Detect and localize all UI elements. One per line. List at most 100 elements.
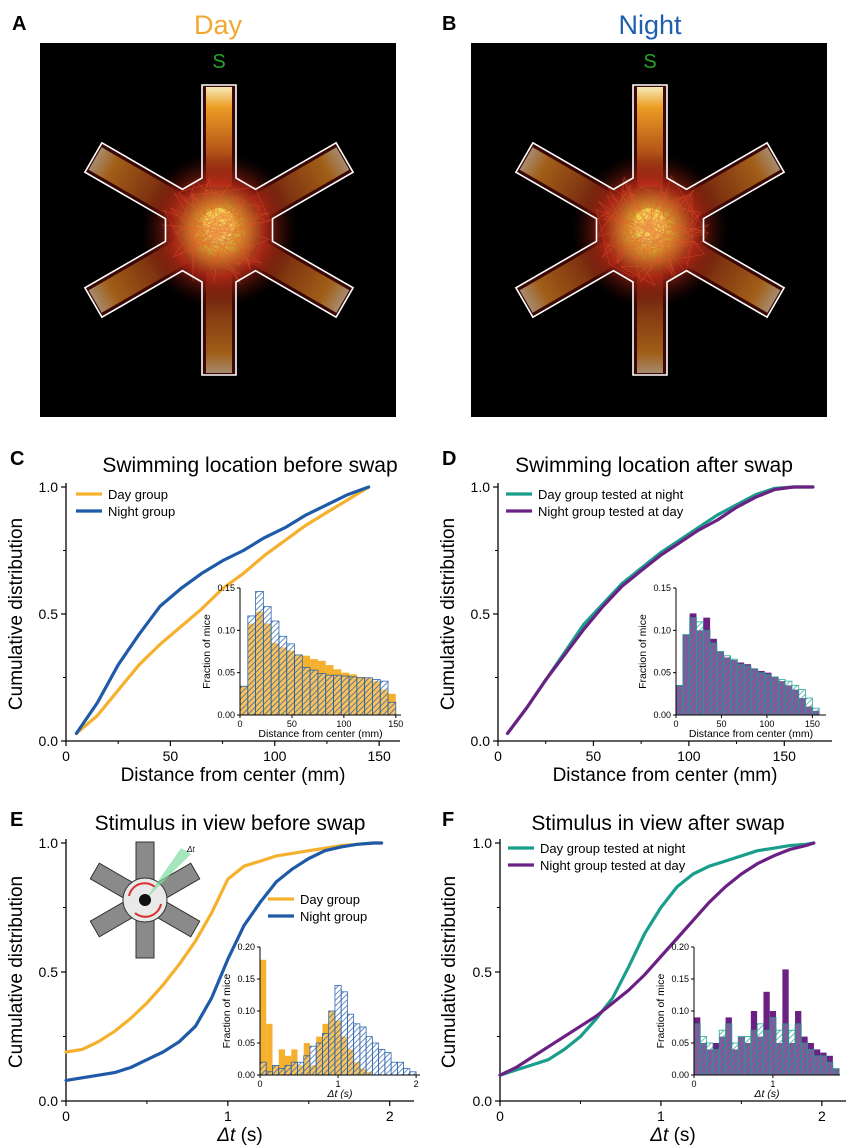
x-tick-label: 0 <box>494 748 502 764</box>
histogram-bar <box>791 684 800 716</box>
inset-x-tick-label: 50 <box>287 719 297 729</box>
histogram-bar <box>270 620 280 716</box>
inset-histogram: 0 50 100 150 0.00 0.05 0.10 0.15 Distance from c… <box>637 583 826 740</box>
x-tick-label: 2 <box>386 1108 394 1124</box>
x-axis-label-symbol: Δt <box>216 1125 236 1145</box>
histogram-bar <box>353 1023 361 1076</box>
x-tick-label: 2 <box>818 1108 826 1124</box>
histogram-bar <box>297 1061 305 1076</box>
histogram-bar <box>278 1068 286 1076</box>
histogram-bar <box>384 1052 392 1076</box>
inset-y-label: Fraction of mice <box>201 614 213 689</box>
panel-letter: E <box>10 809 23 831</box>
panel-a-title: Day <box>194 10 243 40</box>
inset-x-tick-label: 150 <box>805 719 820 729</box>
x-tick-label: 50 <box>163 748 179 764</box>
histogram-bar <box>781 1023 790 1076</box>
histogram-bar <box>771 676 779 716</box>
histogram-bar <box>387 701 397 716</box>
inset-y-label: Fraction of mice <box>637 614 649 689</box>
histogram-bar <box>750 1029 758 1076</box>
histogram-bar <box>805 697 813 716</box>
histogram-bar <box>272 1065 280 1076</box>
panel-letter: C <box>10 448 24 470</box>
histogram-bar <box>325 674 334 716</box>
panel-a: A Day S <box>12 10 396 417</box>
histogram-bar <box>702 629 711 716</box>
inset-x-label-unit: (s) <box>764 1088 779 1100</box>
inset-x-tick-label: 50 <box>716 719 726 729</box>
inset-y-tick-label: 0.05 <box>237 1038 255 1048</box>
histogram-bar <box>675 684 684 716</box>
histogram-bar <box>348 676 358 716</box>
y-tick-label: 0.5 <box>471 606 491 622</box>
histogram-bar <box>798 689 806 716</box>
histogram-bar <box>278 1049 285 1075</box>
y-tick-label: 1.0 <box>471 479 491 495</box>
inset-y-tick-label: 0.05 <box>653 668 671 678</box>
x-axis-label: Δt (s) <box>216 1125 262 1145</box>
histogram-bar <box>811 707 820 716</box>
histogram-bar <box>396 1061 405 1076</box>
histogram-bar <box>764 673 772 716</box>
histogram-bar <box>782 969 789 1075</box>
series-line-1 <box>498 841 816 1077</box>
chart-title: Swimming location before swap <box>102 454 397 477</box>
inset-x-label: Δt (s) <box>753 1088 779 1100</box>
histogram-bar <box>356 677 366 716</box>
y-tick-label: 0.0 <box>39 1093 59 1109</box>
histogram-bar <box>689 617 697 716</box>
histogram-bar <box>322 1033 330 1076</box>
legend-label-2: Night group tested at day <box>540 858 686 873</box>
inset-histogram: 0 50 100 150 0.00 0.05 0.10 0.15 Distance from c… <box>201 583 403 740</box>
histogram-bar <box>699 1036 708 1076</box>
histogram-bar <box>725 1023 733 1076</box>
histogram-bar <box>390 1061 398 1076</box>
histogram-bar <box>372 679 381 716</box>
inset-x-tick-label: 0 <box>237 719 242 729</box>
histogram-bar <box>788 1029 796 1076</box>
inset-x-tick-label: 1 <box>770 1079 775 1089</box>
x-axis-label-unit: (s) <box>235 1125 262 1145</box>
y-tick-label: 1.0 <box>39 835 59 851</box>
x-tick-label: 0 <box>62 1108 70 1124</box>
mouse-icon <box>139 894 151 906</box>
inset-y-label: Fraction of mice <box>655 974 667 1049</box>
trajectory-trace <box>595 174 709 287</box>
inset-y-tick-label: 0.00 <box>671 1070 689 1080</box>
legend-label-2: Night group tested at day <box>538 504 684 519</box>
histogram-bar <box>347 1013 355 1076</box>
chart-title: Stimulus in view before swap <box>95 812 366 835</box>
x-axis-label-symbol: Δt <box>649 1125 669 1145</box>
histogram-bar <box>340 675 350 716</box>
histogram-bar <box>340 991 348 1076</box>
inset-x-tick-label: 150 <box>388 719 403 729</box>
histogram-bar <box>294 654 303 716</box>
histogram-bar <box>364 677 373 716</box>
inset-y-tick-label: 0.00 <box>217 710 235 720</box>
inset-x-label-symbol: Δt <box>326 1088 338 1100</box>
arena-outline <box>83 84 355 376</box>
histogram-bar <box>309 1045 317 1076</box>
inset-histogram: 0 1 0.00 0.05 0.10 0.15 0.20 Δt (s) Fraction of … <box>655 942 840 1100</box>
x-axis-label: Distance from center (mm) <box>553 765 778 786</box>
panel-letter-a: A <box>12 13 26 35</box>
x-tick-label: 1 <box>224 1108 232 1124</box>
y-axis-label: Cumulative distribution <box>439 876 460 1068</box>
histogram-bar <box>315 1042 323 1076</box>
histogram-bar <box>317 673 327 716</box>
histogram-bar <box>784 680 793 716</box>
histogram-bar <box>730 658 738 716</box>
y-tick-label: 0.5 <box>39 606 59 622</box>
histogram-bar <box>709 642 718 716</box>
histogram-bar <box>718 1029 726 1076</box>
series-line-2 <box>74 485 371 735</box>
inset-y-tick-label: 0.15 <box>237 974 255 984</box>
y-tick-label: 1.0 <box>39 479 59 495</box>
histogram-bar <box>731 1042 739 1076</box>
start-label-b: S <box>643 51 656 73</box>
histogram-bar <box>403 1068 411 1076</box>
histogram-bar <box>262 606 272 716</box>
y-axis-label: Cumulative distribution <box>6 518 27 710</box>
